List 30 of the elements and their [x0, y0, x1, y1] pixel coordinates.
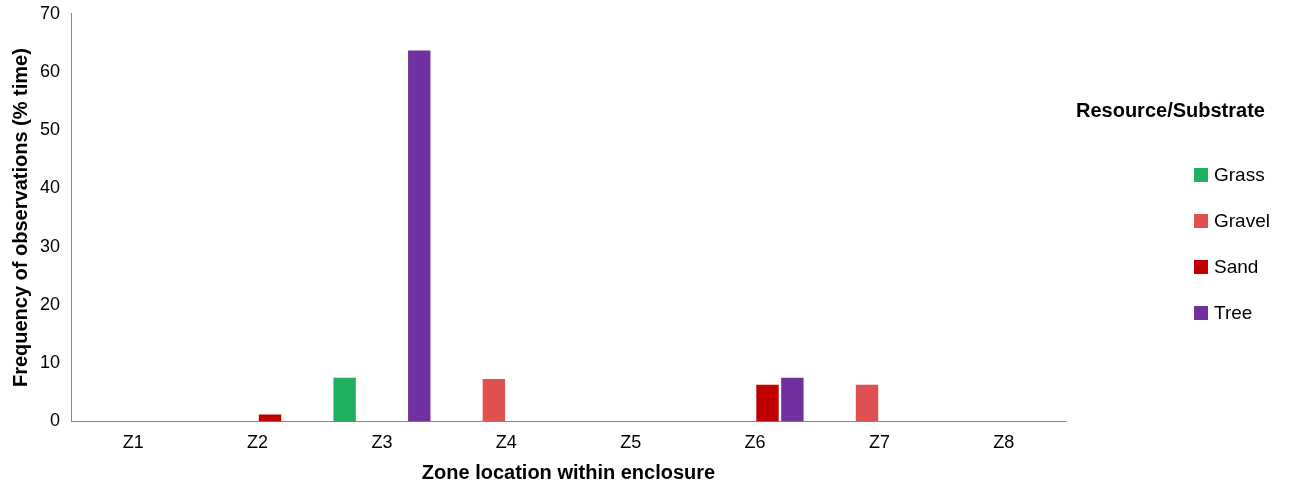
y-tick-label: 10 [39, 352, 61, 373]
x-tick-label: Z1 [122, 432, 144, 453]
y-tick-label: 50 [39, 119, 61, 140]
legend-label: Tree [1214, 301, 1253, 324]
x-tick-label: Z4 [495, 432, 517, 453]
legend-label: Sand [1214, 255, 1259, 278]
bar [333, 377, 356, 422]
y-tick-label: 20 [39, 293, 61, 314]
y-tick-label: 0 [50, 410, 61, 431]
x-axis-title: Zone location within enclosure [421, 460, 716, 483]
bar [781, 377, 804, 422]
bar [258, 414, 282, 422]
legend-label: Grass [1214, 163, 1265, 186]
x-tick-label: Z7 [868, 432, 890, 453]
y-tick-label: 30 [39, 235, 61, 256]
bar [482, 378, 506, 422]
x-tick-label: Z3 [371, 432, 393, 453]
y-tick-label: 70 [39, 2, 61, 23]
y-axis-title: Frequency of observations (% time) [8, 48, 31, 388]
x-tick-label: Z2 [247, 432, 269, 453]
bar [855, 384, 879, 422]
x-tick-label: Z6 [744, 432, 766, 453]
bar [756, 384, 779, 422]
legend-label: Gravel [1214, 209, 1270, 232]
legend-title: Resource/Substrate [1076, 98, 1265, 122]
y-tick-label: 40 [39, 177, 61, 198]
x-tick-label: Z8 [993, 432, 1015, 453]
bar [408, 50, 431, 422]
y-tick-label: 60 [39, 61, 61, 81]
x-tick-label: Z5 [620, 432, 642, 453]
